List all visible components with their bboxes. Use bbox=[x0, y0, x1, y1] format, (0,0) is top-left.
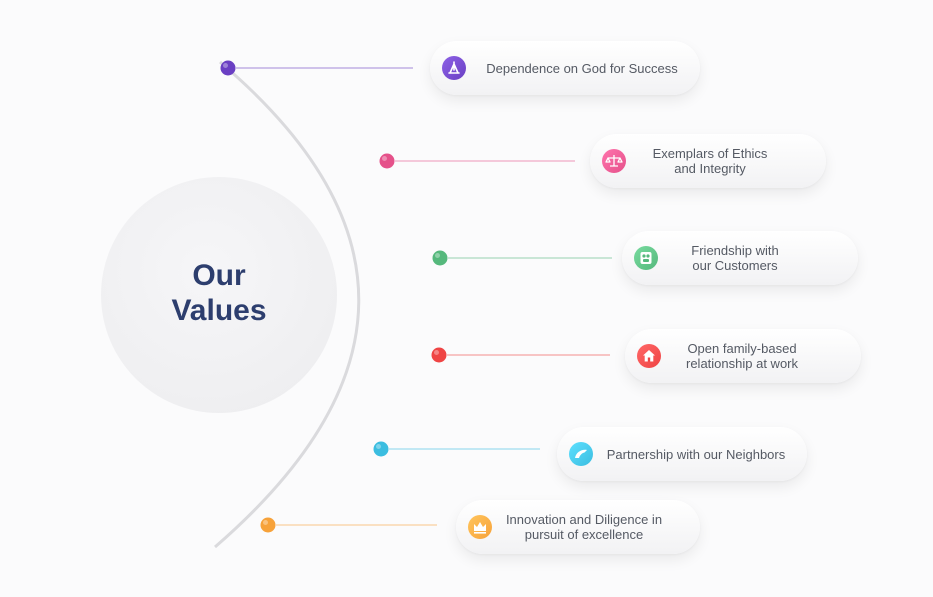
value-dot bbox=[431, 347, 447, 363]
value-dot bbox=[220, 60, 236, 76]
hub-circle bbox=[101, 177, 337, 413]
hub-title-line1: Our bbox=[192, 259, 246, 292]
home-icon bbox=[637, 344, 661, 368]
dot-highlight bbox=[382, 156, 387, 161]
value-label: Friendship with our Customers bbox=[691, 243, 779, 273]
value-label: Dependence on God for Success bbox=[486, 60, 678, 76]
praying-hands-icon bbox=[442, 56, 466, 80]
value-pill: Partnership with our Neighbors bbox=[557, 427, 807, 481]
scales-icon bbox=[602, 149, 626, 173]
value-label: Exemplars of Ethics and Integrity bbox=[652, 146, 768, 176]
friends-icon bbox=[634, 246, 658, 270]
crown-icon bbox=[468, 515, 492, 539]
value-pill: Open family-based relationship at work bbox=[625, 329, 861, 383]
value-dot bbox=[260, 517, 276, 533]
value-pill: Friendship with our Customers bbox=[622, 231, 858, 285]
value-label: Partnership with our Neighbors bbox=[606, 446, 786, 462]
value-label: Innovation and Diligence in pursuit of e… bbox=[505, 512, 663, 542]
hub-title-line2: Values bbox=[171, 294, 267, 327]
dolphin-icon bbox=[569, 442, 593, 466]
value-pill: Exemplars of Ethics and Integrity bbox=[590, 134, 826, 188]
value-dot bbox=[432, 250, 448, 266]
hub-title: Our Values bbox=[101, 258, 337, 328]
dot-highlight bbox=[435, 253, 440, 258]
dot-highlight bbox=[223, 63, 228, 68]
value-dot bbox=[379, 153, 395, 169]
dot-highlight bbox=[376, 444, 381, 449]
dot-highlight bbox=[263, 520, 268, 525]
dot-highlight bbox=[434, 350, 439, 355]
value-label: Open family-based relationship at work bbox=[686, 341, 798, 371]
value-pill: Dependence on God for Success bbox=[430, 41, 700, 95]
value-pill: Innovation and Diligence in pursuit of e… bbox=[456, 500, 700, 554]
arc bbox=[214, 60, 361, 549]
value-dot bbox=[373, 441, 389, 457]
